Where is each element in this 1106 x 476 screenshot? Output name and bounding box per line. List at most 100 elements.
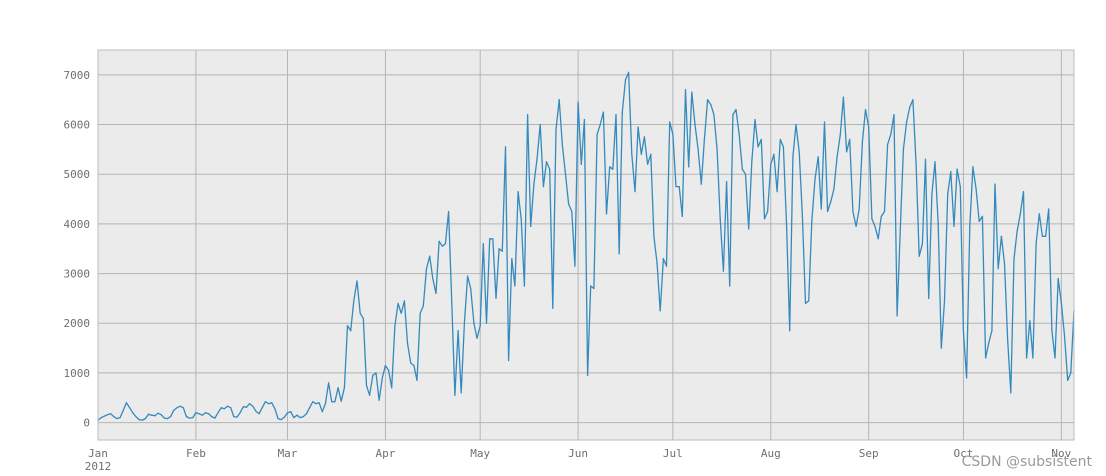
data-point [318,402,320,404]
data-point [1054,357,1056,359]
data-point [144,418,146,420]
data-point [637,126,639,128]
data-point [1048,208,1050,210]
data-point [514,285,516,287]
data-point [624,79,627,81]
data-point [722,270,725,272]
data-point [384,364,386,367]
data-point [365,384,368,386]
data-point [555,128,557,131]
data-point [940,347,942,349]
data-point [1016,230,1018,232]
data-point [640,153,642,155]
data-point [406,342,409,344]
data-point [975,188,977,190]
data-point [700,183,702,185]
data-point [681,215,683,217]
x-tick-label: Feb [186,447,206,460]
data-point [1063,335,1066,337]
data-point [473,322,475,324]
data-point [887,143,889,145]
data-point [991,330,993,332]
data-point [760,138,762,140]
data-point [312,401,314,403]
data-point [719,218,721,220]
data-point [189,417,191,419]
data-point [836,156,838,158]
y-tick-label: 4000 [64,218,91,231]
data-point [204,412,206,414]
data-point [321,411,323,413]
data-point [997,268,999,270]
data-point [176,407,178,409]
data-point [302,416,304,418]
data-point [419,312,421,314]
data-point [981,215,984,217]
data-point [931,193,933,195]
data-point [950,171,952,173]
data-point [593,287,595,290]
data-point [245,406,248,408]
data-point [738,133,740,136]
data-point [1041,235,1043,237]
data-point [577,101,579,103]
x-tick-label: Aug [761,447,781,460]
data-point [934,161,936,163]
data-point [770,163,772,165]
data-point [504,146,507,148]
data-point [763,218,766,220]
data-point [672,133,674,136]
data-point [716,148,718,150]
data-point [820,208,822,210]
y-tick-label: 2000 [64,317,91,330]
y-tick-label: 0 [83,417,90,430]
data-point [236,416,238,418]
data-point [959,186,961,188]
data-point [147,413,150,415]
data-point [868,126,870,128]
data-point [823,121,826,123]
data-point [233,416,235,418]
data-point [561,143,563,145]
series-layer [97,71,1075,421]
data-point [255,410,257,412]
data-point [978,220,980,222]
data-point [782,146,785,148]
data-point [846,151,848,153]
data-point [1019,213,1021,215]
data-point [208,413,210,415]
data-point [391,387,393,389]
data-point [182,407,184,409]
data-point [359,312,361,314]
data-point [899,228,901,230]
data-point [988,342,990,344]
data-point [492,238,494,240]
data-point [403,300,405,302]
data-point [827,210,829,213]
data-point [710,104,712,106]
data-point [346,325,349,327]
data-point [110,413,112,415]
data-point [340,400,342,402]
data-point [921,243,924,245]
x-tick-label: Nov [1051,447,1071,460]
data-point [353,300,355,302]
data-point [192,417,194,419]
data-point [271,402,273,404]
data-point [1032,357,1034,359]
data-point [511,258,513,260]
data-point [549,168,551,170]
data-point [268,403,270,405]
data-point [129,407,131,409]
data-point [804,302,807,304]
data-point [662,258,665,260]
data-point [170,416,172,418]
data-point [552,307,554,309]
data-point [166,418,169,420]
data-point [309,407,311,409]
data-point [839,133,841,136]
data-point [1029,320,1031,322]
x-tick-label: Jul [663,447,683,460]
data-point [792,156,794,158]
